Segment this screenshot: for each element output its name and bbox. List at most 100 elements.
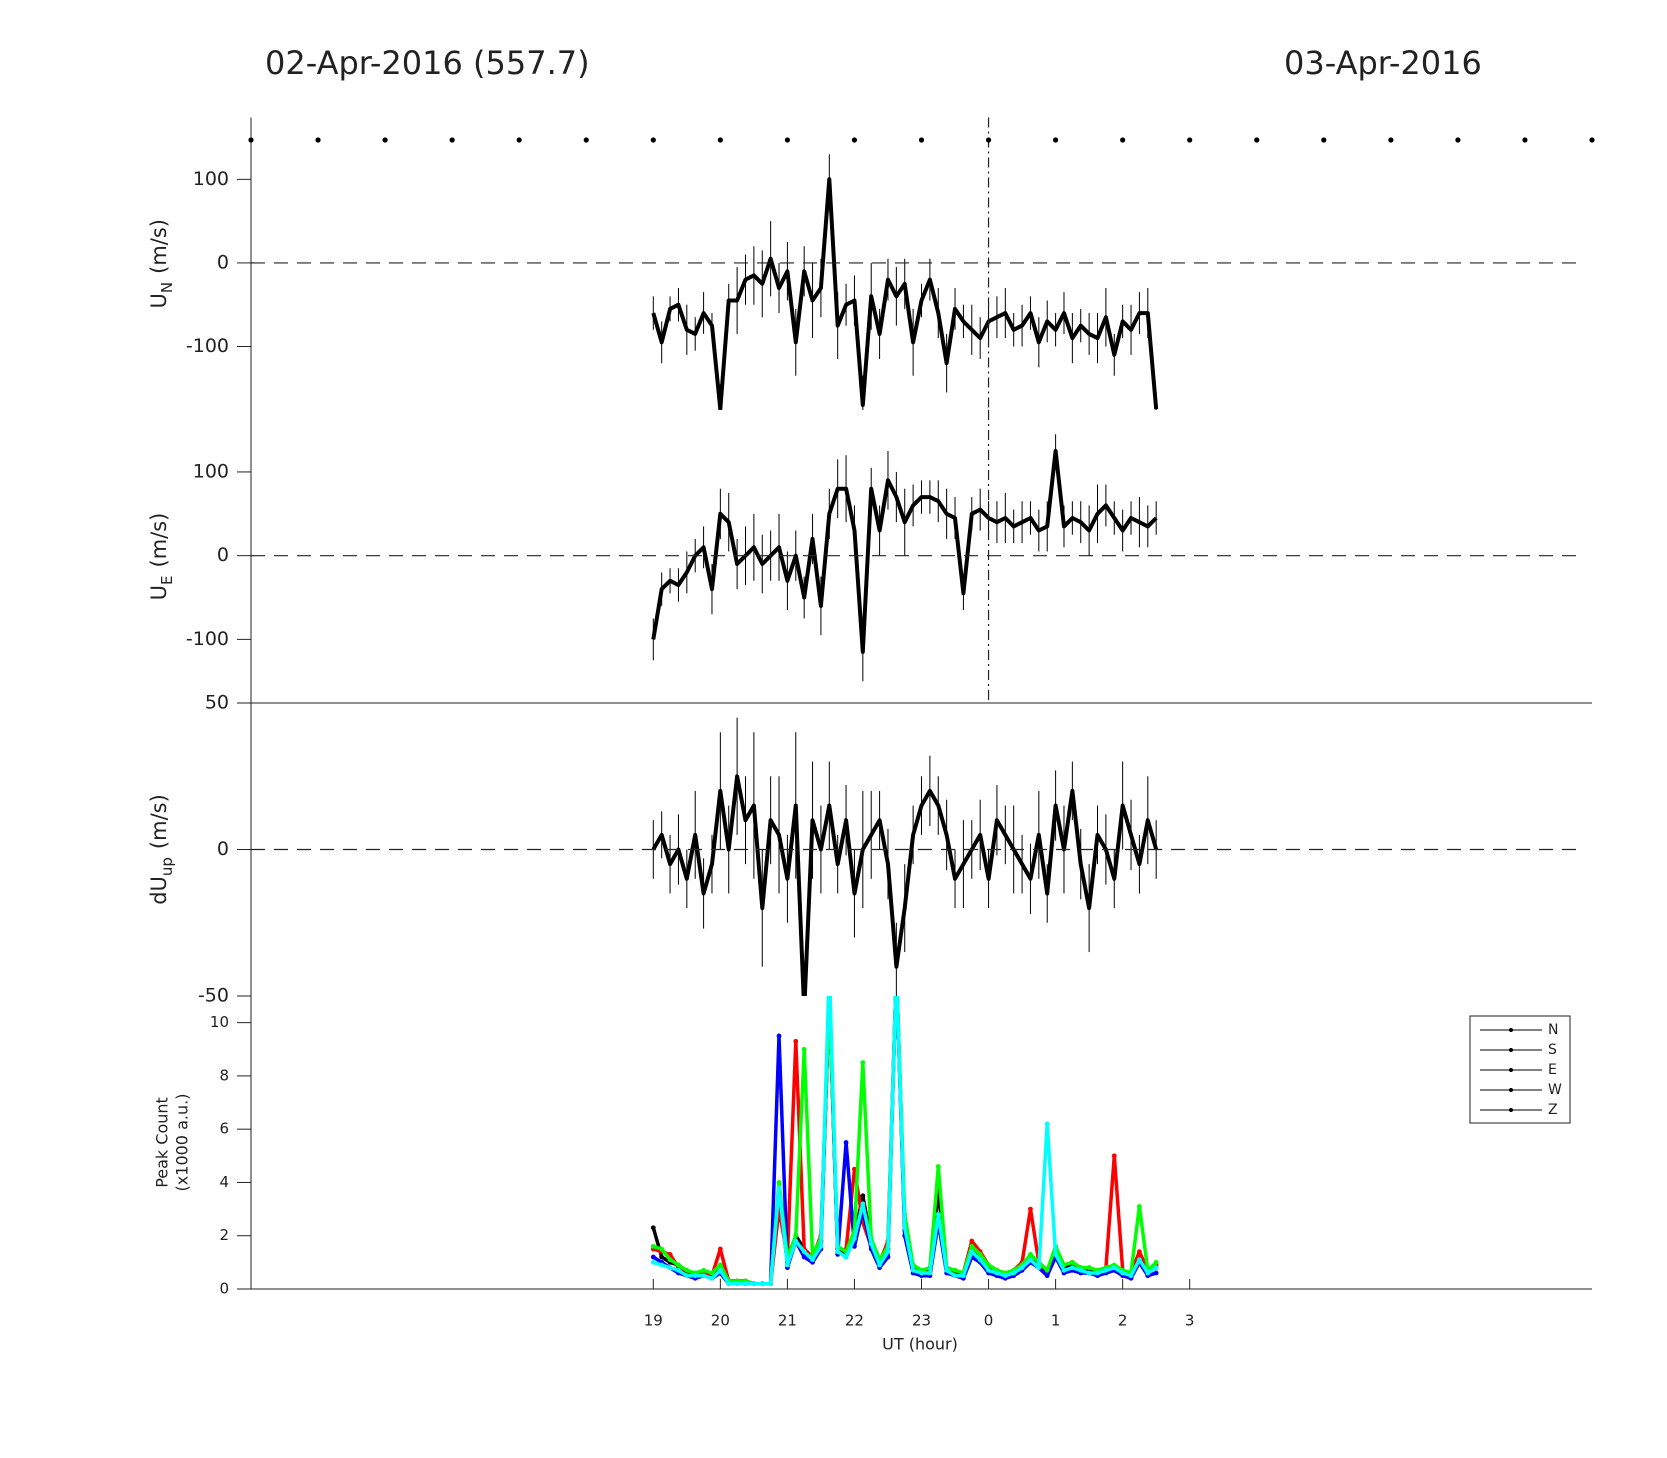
series-point: [961, 1273, 966, 1279]
legend-dot: [1509, 1048, 1513, 1052]
series-point: [650, 1254, 656, 1260]
hour-mark: [918, 137, 925, 143]
series-point: [793, 1233, 799, 1239]
hour-mark: [1254, 137, 1260, 143]
hour-mark: [382, 137, 388, 143]
y-tick-label: -50: [198, 985, 229, 1007]
y-tick-label: 100: [193, 168, 229, 190]
hour-mark: [516, 137, 522, 143]
series-point: [818, 1243, 824, 1249]
x-tick-label: 3: [1185, 1312, 1195, 1330]
y-label-sub: E: [158, 576, 176, 585]
x-tick-label: 21: [778, 1312, 797, 1330]
series-point: [969, 1249, 975, 1255]
series-point: [827, 967, 832, 972]
legend-dot: [1509, 1068, 1513, 1072]
hour-mark: [1321, 137, 1327, 143]
series-point: [701, 1273, 706, 1279]
x-tick-label: 23: [912, 1312, 931, 1330]
series-point: [684, 1267, 690, 1273]
y-axis-label: dUup (m/s): [147, 794, 176, 905]
plot-area: [651, 434, 1158, 682]
series-point: [835, 1249, 841, 1255]
series-point: [776, 1180, 782, 1185]
series-point: [1044, 1267, 1050, 1273]
series-point: [1028, 1251, 1033, 1257]
series-point: [659, 1254, 665, 1260]
legend-label: E: [1548, 1062, 1557, 1078]
series-point: [935, 1164, 941, 1169]
y-axis-label: UN (m/s): [147, 219, 176, 308]
series-point: [1153, 1259, 1159, 1265]
series-point: [1044, 1273, 1050, 1279]
legend-label: Z: [1548, 1102, 1558, 1118]
series-point: [1019, 1265, 1025, 1271]
y-tick-label: 4: [219, 1173, 229, 1191]
series-point: [977, 1251, 983, 1257]
series-point: [801, 1249, 807, 1255]
series-point: [977, 1257, 983, 1263]
series-point: [885, 1249, 891, 1255]
series-point: [1111, 1153, 1117, 1159]
plot-area: [651, 154, 1159, 410]
series-point: [785, 1262, 790, 1268]
hour-mark: [1522, 137, 1528, 143]
series-point: [709, 1270, 715, 1276]
legend-label: N: [1548, 1022, 1558, 1038]
series-point: [776, 1033, 782, 1039]
series-point: [1111, 1265, 1117, 1271]
series-point: [860, 1060, 866, 1065]
series-point: [1095, 1270, 1100, 1276]
x-tick-label: 2: [1118, 1312, 1128, 1330]
series-point: [1153, 1265, 1159, 1271]
series-point: [801, 1046, 807, 1052]
legend-dot: [1509, 1088, 1513, 1092]
series-point: [1145, 1270, 1151, 1276]
hour-mark: [1120, 137, 1126, 143]
y-tick-label: -100: [186, 335, 229, 357]
series-point: [810, 1257, 815, 1263]
series-point: [1078, 1267, 1084, 1273]
legend-dot: [1509, 1028, 1513, 1032]
y-axis-label: (x1000 a.u.): [173, 1094, 192, 1192]
hour-mark: [583, 137, 589, 143]
y-tick-label: -100: [186, 628, 229, 650]
series-point: [910, 1267, 916, 1273]
hour-mark: [1589, 137, 1595, 143]
y-label-sub: up: [158, 857, 176, 876]
series-point: [726, 1281, 732, 1287]
y-tick-label: 10: [210, 1013, 229, 1031]
x-tick-label: 22: [845, 1312, 864, 1330]
hour-mark: [1455, 137, 1461, 143]
series-point: [793, 1038, 799, 1044]
series-point: [852, 1166, 857, 1172]
series-point: [1120, 1270, 1126, 1276]
legend-label: W: [1548, 1082, 1562, 1098]
series-point: [1053, 1251, 1058, 1257]
y-label-unit: (m/s): [147, 219, 171, 274]
y-tick-label: 6: [219, 1120, 229, 1138]
series-point: [852, 1235, 857, 1241]
series-point: [692, 1273, 698, 1279]
series-point: [650, 1243, 656, 1249]
series-point: [843, 1140, 849, 1145]
series-point: [676, 1262, 681, 1268]
series-point: [1137, 1204, 1142, 1209]
hour-mark: [449, 137, 455, 143]
legend-dot: [1509, 1108, 1513, 1112]
series-point: [684, 1273, 690, 1279]
hour-mark: [784, 137, 791, 143]
x-tick-label: 1: [1051, 1312, 1061, 1330]
series-point: [1011, 1270, 1017, 1276]
y-tick-label: 2: [219, 1226, 229, 1244]
hour-mark: [248, 137, 254, 143]
series-point: [860, 1201, 866, 1207]
series-point: [843, 1254, 849, 1260]
series-point: [1137, 1249, 1142, 1255]
series-point: [1002, 1273, 1008, 1279]
series-point: [709, 1275, 715, 1281]
series-point: [1044, 1121, 1050, 1127]
y-tick-label: 0: [217, 251, 229, 273]
y-tick-label: 50: [205, 692, 229, 714]
series-point: [860, 1193, 866, 1199]
